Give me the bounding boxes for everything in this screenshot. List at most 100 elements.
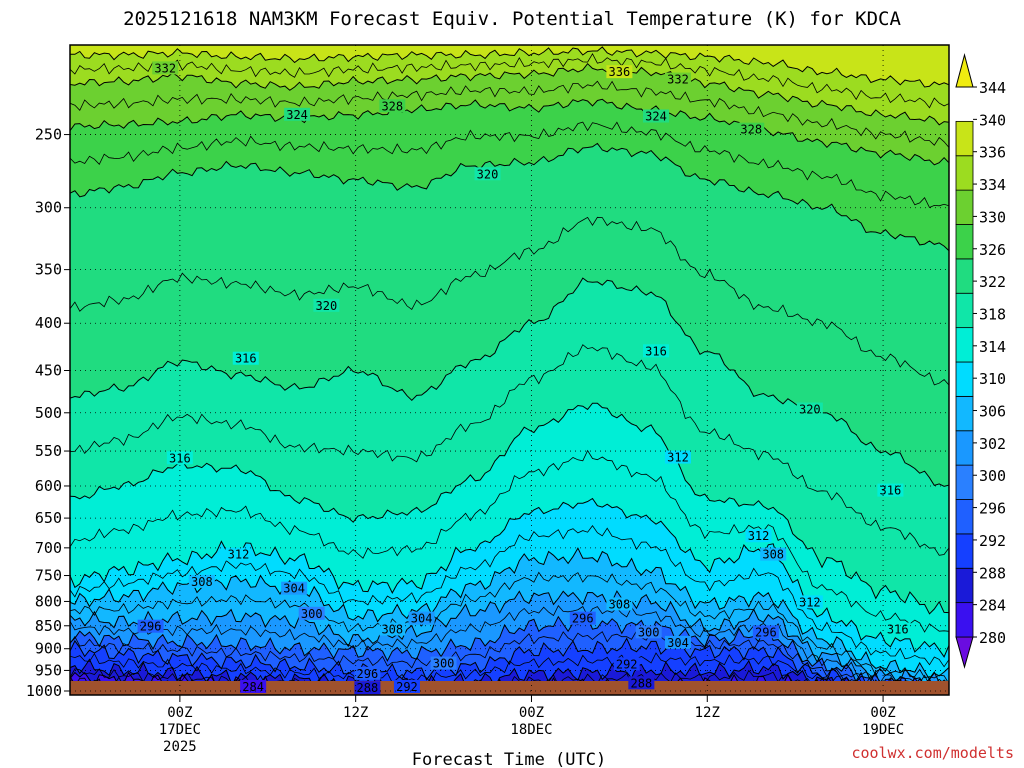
contour-label-bg	[474, 167, 501, 181]
colorbar-label: 310	[979, 370, 1006, 388]
contour-line-308	[70, 547, 949, 681]
contour-label: 336	[609, 65, 631, 79]
colorbar-segment	[955, 567, 974, 604]
colorbar-label: 280	[979, 629, 1006, 647]
contour-line-minor	[70, 449, 949, 633]
contour-label-bg	[796, 595, 823, 609]
contour-line-304	[70, 590, 949, 687]
colorbar-segment	[955, 120, 974, 157]
x-tick-label: 18DEC	[510, 722, 552, 738]
colorbar-segment	[955, 361, 974, 397]
colorbar-label: 300	[979, 467, 1006, 485]
y-tick-label: 1000	[26, 682, 62, 700]
contour-label: 304	[411, 612, 433, 626]
contour-label-bg	[188, 574, 215, 588]
contour-line-332	[70, 62, 949, 126]
contour-label-bg	[760, 547, 787, 561]
y-tick-label: 950	[35, 661, 62, 679]
colorbar-label: 292	[979, 532, 1006, 550]
contour-label-bg	[232, 351, 259, 365]
y-tick-label: 700	[35, 539, 62, 557]
colorbar-label: 344	[979, 79, 1006, 97]
colorbar-min-arrow	[955, 636, 974, 669]
contour-label: 320	[316, 299, 338, 313]
contour-label: 316	[645, 344, 667, 358]
contour-label: 308	[191, 575, 213, 589]
contour-label: 296	[140, 620, 162, 634]
contour-label: 324	[645, 110, 667, 124]
contour-line-minor	[70, 52, 949, 109]
contour-label: 308	[381, 623, 403, 637]
contour-label: 324	[286, 108, 308, 122]
contour-label-bg	[745, 529, 772, 543]
contour-label-bg	[408, 611, 435, 625]
contour-label: 284	[242, 680, 264, 694]
contour-label: 332	[667, 73, 689, 87]
contour-label: 316	[169, 451, 191, 465]
contour-label-bg	[664, 72, 691, 86]
colorbar-label: 322	[979, 273, 1006, 291]
contour-line-minor	[70, 630, 949, 691]
x-tick-label: 00Z	[519, 705, 544, 721]
y-tick-label: 350	[35, 261, 62, 279]
contour-line-300	[70, 615, 949, 694]
colorbar-label: 326	[979, 241, 1006, 259]
colorbar-label: 314	[979, 338, 1006, 356]
contour-label: 312	[228, 548, 250, 562]
chart-title: 2025121618 NAM3KM Forecast Equiv. Potent…	[123, 8, 901, 30]
contour-line-328	[70, 98, 949, 166]
x-tick-label: 2025	[163, 739, 197, 755]
contour-label-bg	[379, 99, 406, 113]
contour-label-bg	[628, 676, 655, 690]
contour-label-bg	[393, 679, 420, 693]
contour-label: 300	[433, 657, 455, 671]
contour-label: 300	[301, 607, 323, 621]
contour-line-292	[70, 658, 949, 695]
colorbar-label: 306	[979, 403, 1006, 421]
contour-line-336	[70, 46, 949, 88]
contour-line-minor	[70, 121, 949, 209]
contour-label: 320	[799, 403, 821, 417]
colorbar-max-arrow	[955, 53, 974, 88]
contour-label-bg	[752, 625, 779, 639]
source-credit: coolwx.com/modelts	[851, 744, 1014, 762]
y-tick-label: 450	[35, 361, 62, 379]
contour-line-minor	[70, 344, 949, 556]
contour-label: 332	[154, 61, 176, 75]
colorbar-label: 336	[979, 144, 1006, 162]
contour-label: 328	[381, 99, 403, 113]
colorbar-label: 284	[979, 597, 1006, 615]
x-tick-label: 12Z	[695, 705, 720, 721]
contour-label-bg	[884, 622, 911, 636]
y-tick-label: 400	[35, 314, 62, 332]
colorbar-segment	[955, 292, 974, 329]
contour-label: 308	[762, 548, 784, 562]
contour-label-bg	[643, 344, 669, 358]
colorbar-label: 288	[979, 564, 1006, 582]
contour-label: 296	[572, 612, 594, 626]
contour-label: 288	[631, 676, 653, 690]
y-axis: 250 300 350 400 450 500 550 600 650 700 750 800 850 9…	[26, 126, 70, 700]
y-tick-label: 850	[35, 617, 62, 635]
contour-label-bg	[738, 122, 765, 136]
contour-label-bg	[298, 606, 325, 620]
contour-label-bg	[664, 635, 691, 649]
contour-label-bg	[643, 109, 669, 123]
x-tick-label: 17DEC	[159, 722, 201, 738]
contour-label: 312	[667, 451, 689, 465]
contour-line-minor	[70, 80, 949, 148]
contour-line-minor	[70, 571, 949, 684]
contour-label: 292	[616, 657, 638, 671]
contour-line-312	[70, 497, 949, 658]
y-tick-label: 750	[35, 567, 62, 585]
colorbar-segment	[955, 602, 974, 638]
contour-label-bg	[240, 679, 267, 693]
y-tick-label: 300	[35, 199, 62, 217]
contour-label-bg	[284, 107, 311, 121]
contour-label: 304	[283, 582, 305, 596]
colorbar-segment	[955, 224, 974, 260]
colorbar-label: 334	[979, 176, 1006, 194]
gridlines	[70, 45, 949, 695]
